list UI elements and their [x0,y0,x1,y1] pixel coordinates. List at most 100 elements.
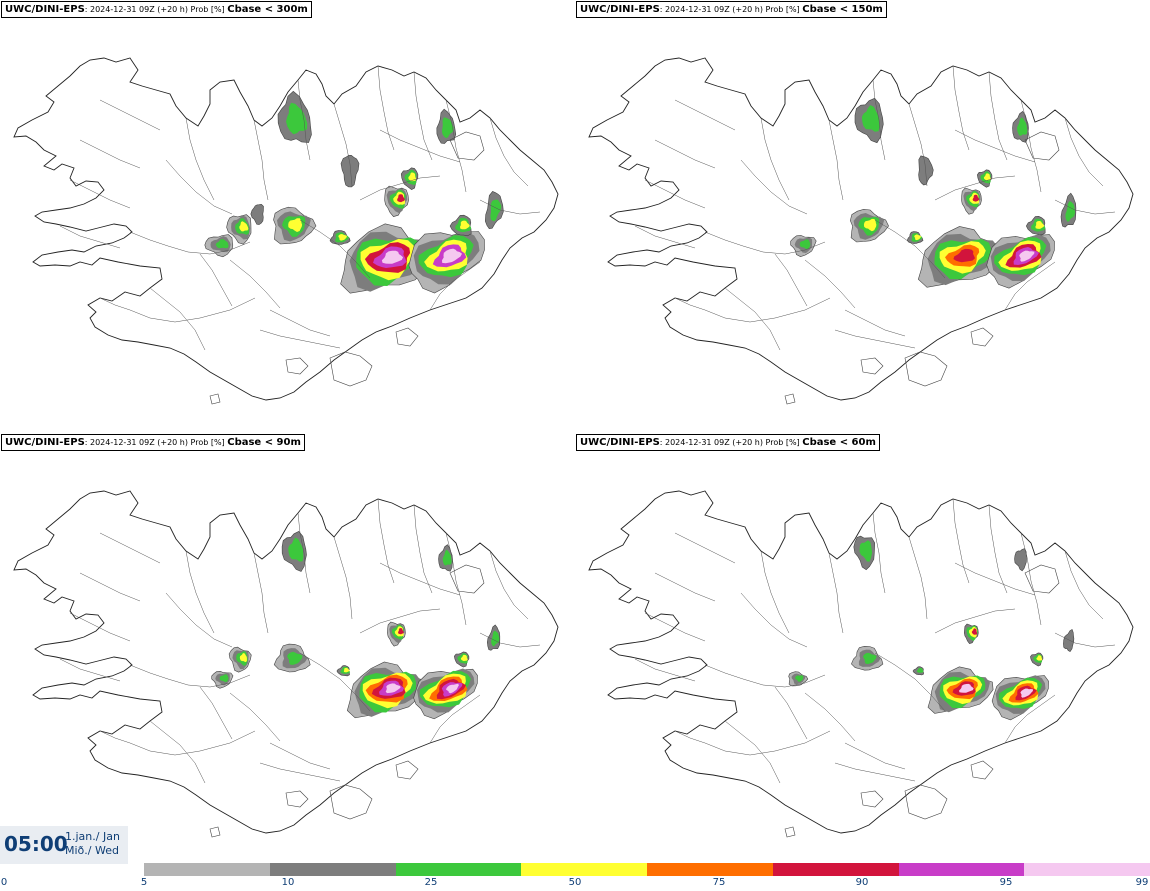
probability-contour [971,628,978,635]
model-name: UWC/DINI-EPS [5,4,85,15]
border-line [229,692,281,742]
probability-contour [863,218,877,232]
probability-contour [441,117,454,139]
border-line [69,612,131,642]
probability-contour [340,154,360,188]
model-name: UWC/DINI-EPS [580,4,660,15]
probability-contour [1035,221,1045,229]
border-line [297,79,311,161]
lake-outline [209,393,221,405]
border-line [844,742,906,770]
border-line [253,552,269,634]
border-line [429,694,481,744]
border-line [413,504,433,594]
lake-outline [395,760,419,780]
border-line [479,632,541,648]
border-line [377,498,395,584]
lake-outline [1024,131,1060,161]
border-line [704,231,826,255]
border-line [644,179,706,209]
border-line [1020,99,1042,193]
panel-title: UWC/DINI-EPS: 2024-12-31 09Z (+20 h) Pro… [1,1,312,18]
border-line [59,658,121,682]
colorbar-segment [269,863,396,876]
variable-name: Cbase < 90m [227,437,301,448]
probability-contour [1036,655,1043,661]
panel-title: UWC/DINI-EPS: 2024-12-31 09Z (+20 h) Pro… [1,434,305,451]
lake-outline [285,357,309,375]
probability-contour [491,630,500,647]
border-line [59,225,121,249]
lake-outline [209,826,221,838]
border-line [149,720,206,784]
border-line [872,512,886,594]
run-info: : 2024-12-31 09Z (+20 h) Prob [%] [84,5,228,14]
probability-contour [239,653,247,663]
valid-date-line1: 1.jan./ Jan [65,830,120,843]
probability-contour [799,239,811,250]
variable-name: Cbase < 300m [227,4,308,15]
lake-outline [1024,564,1060,594]
valid-time-box: 05:00 1.jan./ Jan Mið./ Wed [0,826,128,864]
border-line [760,117,790,201]
border-line [297,512,311,594]
variable-name: Cbase < 150m [802,4,883,15]
probability-contour [338,234,347,241]
colorbar-segment [144,863,270,876]
iceland-map [588,490,1134,838]
border-line [1054,632,1116,648]
probability-contour [914,234,921,241]
border-line [99,99,161,131]
border-line [828,552,844,634]
probability-contour [381,250,404,264]
border-line [674,730,831,756]
panel-title: UWC/DINI-EPS: 2024-12-31 09Z (+20 h) Pro… [576,1,887,18]
probability-contour [460,220,470,230]
border-line [377,65,395,151]
border-line [99,297,256,323]
border-line [954,129,1036,163]
probability-contour [460,654,468,662]
map-panel-150m: UWC/DINI-EPS: 2024-12-31 09Z (+20 h) Pro… [575,0,1150,430]
border-line [674,532,736,564]
border-line [299,219,371,279]
probability-contour [385,683,401,694]
iceland-map [588,57,1134,405]
border-line [445,532,467,626]
valid-date: 1.jan./ Jan Mið./ Wed [65,830,120,858]
border-line [674,297,831,323]
colorbar-tick: 95 [999,877,1013,888]
border-line [1020,532,1042,626]
border-line [479,199,541,215]
border-line [429,261,481,311]
border-line [79,572,141,602]
lake-outline [904,351,948,387]
border-line [954,562,1036,596]
probability-contour [959,683,974,693]
lake-outline [970,760,994,780]
colorbar-tick: 25 [424,877,438,888]
colorbar-segment [772,863,899,876]
border-line [129,664,251,688]
border-line [99,532,161,564]
border-line [489,117,529,187]
probability-contour [219,674,229,683]
border-line [724,287,781,351]
border-line [379,129,461,163]
colorbar-tick: 90 [855,877,869,888]
border-line [489,550,529,620]
probability-contour [239,221,249,232]
border-line [253,119,269,201]
probability-field [204,90,504,294]
border-line [299,652,371,712]
border-line [952,65,970,151]
probability-contour [1063,629,1075,652]
border-line [934,608,1016,634]
probability-contour [288,537,304,562]
border-line [654,139,716,169]
lake-outline [285,790,309,808]
probability-contour [442,248,462,264]
border-line [724,720,781,784]
colorbar-tick: 50 [568,877,582,888]
map-panel-300m: UWC/DINI-EPS: 2024-12-31 09Z (+20 h) Pro… [0,0,575,430]
